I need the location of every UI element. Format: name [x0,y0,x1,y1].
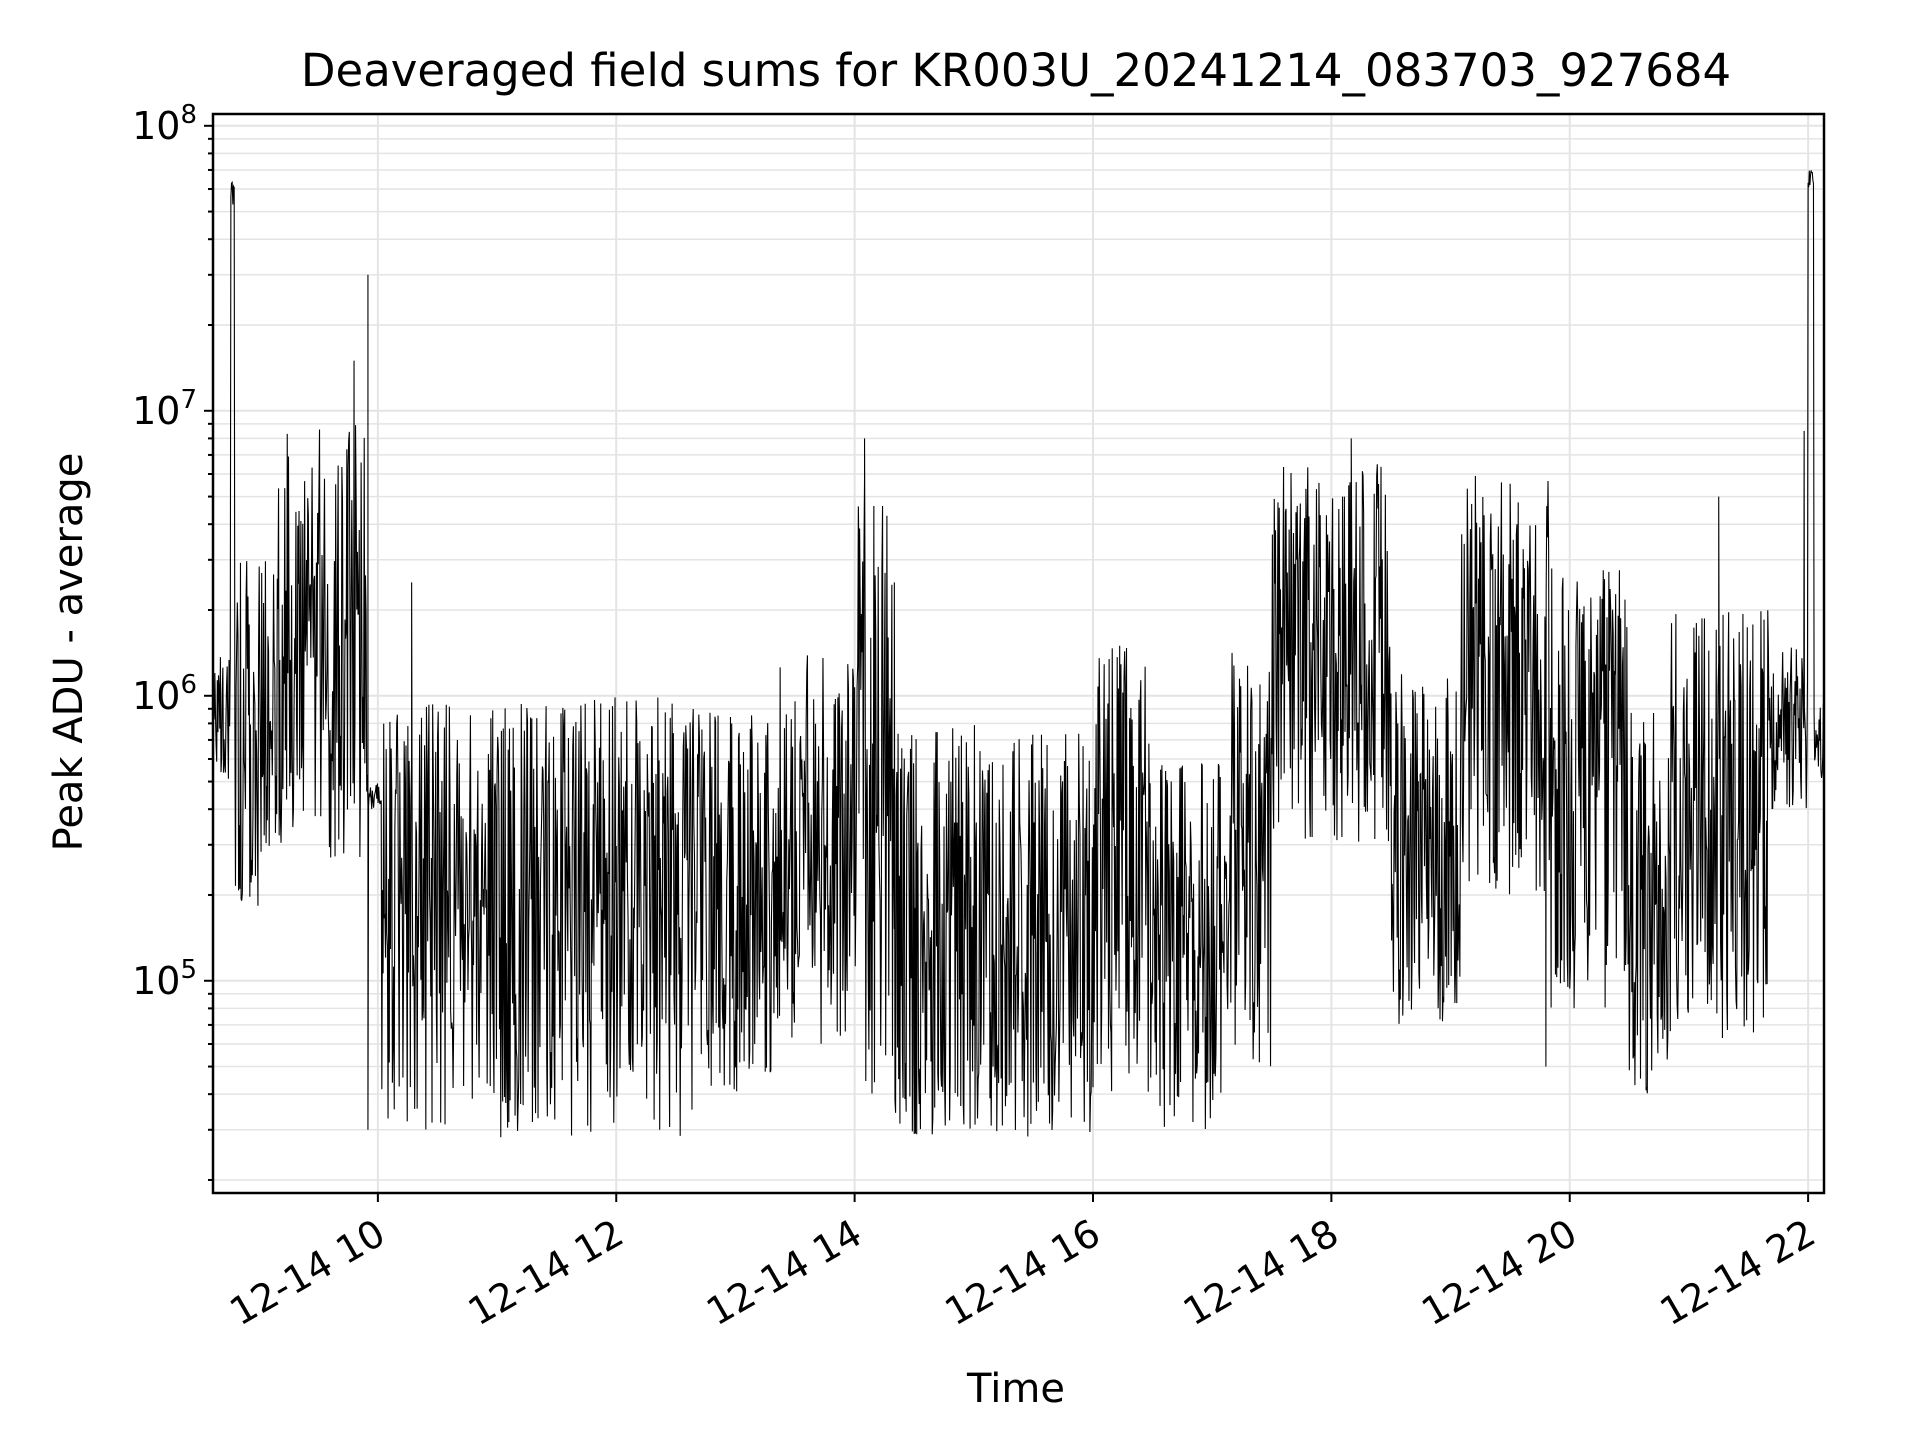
x-axis-label: Time [966,1366,1065,1412]
y-tick-label: 108 [132,100,197,148]
x-tick-label: 12-14 14 [699,1211,869,1335]
chart-title: Deaveraged field sums for KR003U_2024121… [301,44,1731,97]
data-series [212,170,1824,1138]
y-axis-label: Peak ADU - average [46,453,92,852]
x-tick-label: 12-14 22 [1653,1211,1823,1335]
x-tick-label: 12-14 10 [222,1211,392,1335]
y-tick-label: 105 [132,955,197,1003]
x-tick-label: 12-14 20 [1414,1211,1584,1335]
x-tick-label: 12-14 18 [1176,1211,1346,1335]
y-tick-label: 107 [132,385,197,433]
series-line-peak-adu [212,170,1824,1138]
plot-frame [211,112,1826,1195]
x-tick-label: 12-14 12 [461,1211,631,1335]
y-tick-label: 106 [132,670,197,718]
x-tick-label: 12-14 16 [938,1211,1108,1335]
